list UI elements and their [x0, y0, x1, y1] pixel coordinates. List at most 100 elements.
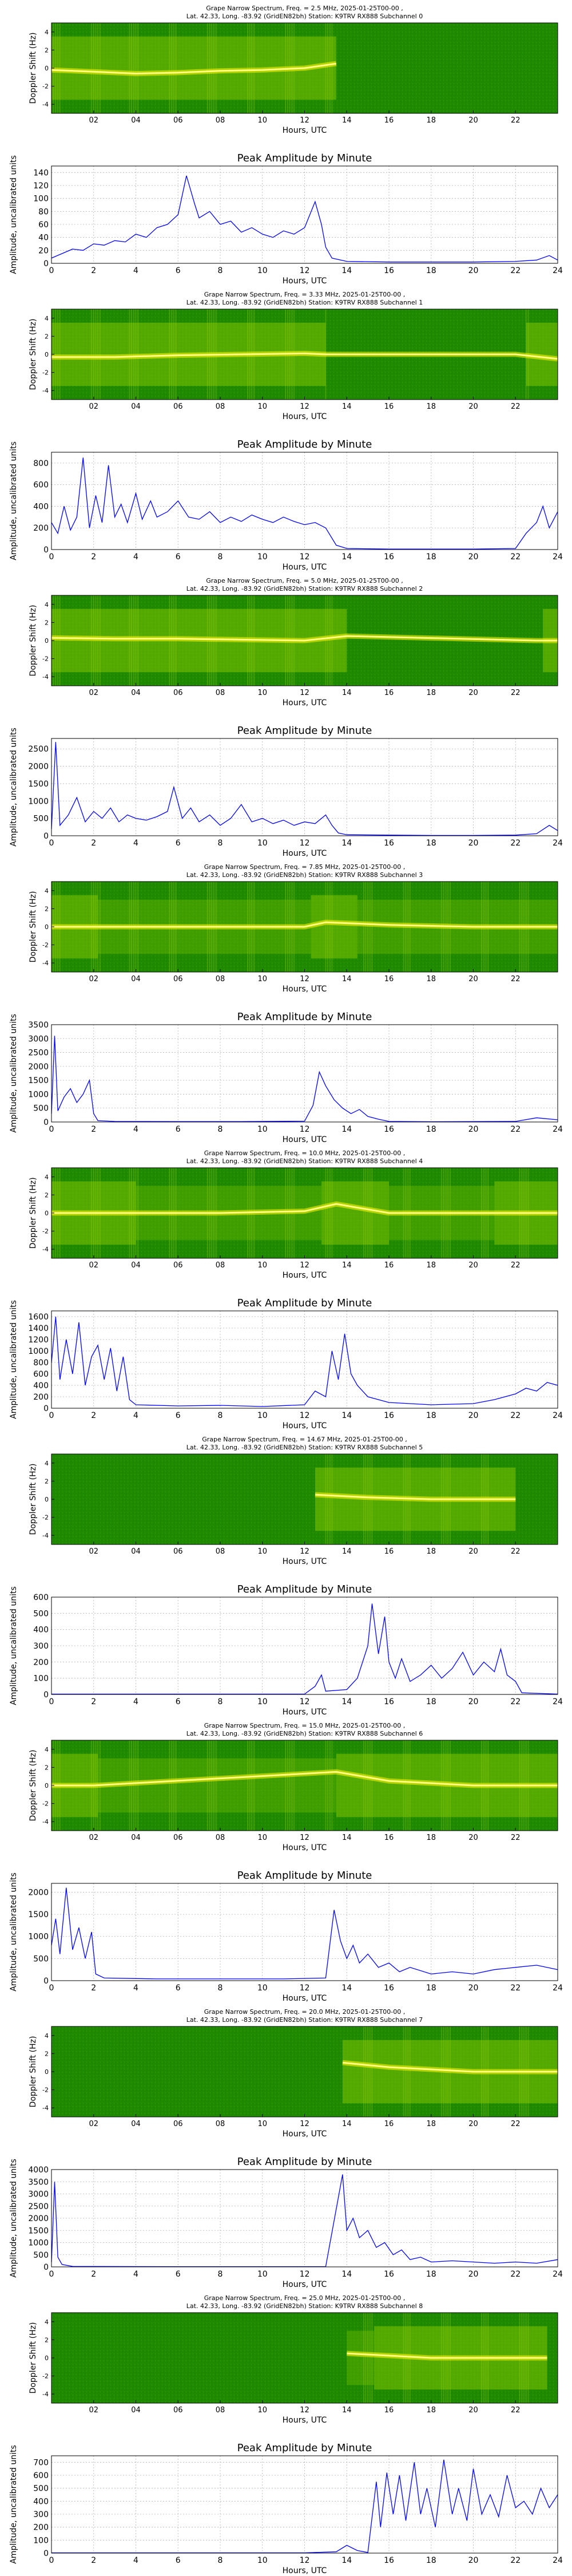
x-tick-label: 6 [176, 2556, 181, 2565]
x-axis-label: Hours, UTC [283, 1271, 327, 1280]
x-tick-label: 4 [133, 1697, 138, 1706]
x-tick-label: 20 [468, 1261, 478, 1270]
y-tick-label: 2 [45, 2050, 49, 2057]
plot-frame [51, 1597, 558, 1695]
y-tick-label: 100 [33, 1674, 49, 1684]
y-tick-label: 4 [45, 2032, 49, 2040]
amplitude-title: Peak Amplitude by Minute [237, 1583, 372, 1595]
y-tick-label: 700 [33, 2458, 49, 2467]
spectrogram-title-line2: Lat. 42.33, Long. -83.92 (GridEN82bh) St… [186, 585, 423, 592]
x-axis-label: Hours, UTC [283, 126, 327, 135]
x-tick-label: 06 [173, 2406, 183, 2415]
y-axis-label: Amplitude, uncalibrated units [9, 155, 18, 274]
x-tick-label: 20 [468, 2120, 478, 2128]
x-tick-label: 24 [553, 1697, 563, 1706]
plot-frame [51, 2455, 558, 2554]
x-tick-label: 24 [553, 266, 563, 275]
x-tick-label: 20 [468, 1411, 479, 1420]
y-tick-label: 2 [45, 2336, 49, 2344]
y-tick-label: 300 [33, 1642, 49, 1651]
y-tick-label: 0 [43, 832, 49, 841]
y-tick-label: 300 [33, 2510, 49, 2519]
y-axis-label: Doppler Shift (Hz) [29, 2036, 38, 2108]
y-axis-label: Amplitude, uncalibrated units [9, 728, 18, 847]
spectrogram-title-line1: Grape Narrow Spectrum, Freq. = 5.0 MHz, … [206, 577, 403, 584]
y-tick-label: 1000 [28, 1347, 49, 1356]
y-tick-label: 100 [33, 195, 49, 204]
x-tick-label: 12 [300, 975, 309, 983]
spectrogram-title-line2: Lat. 42.33, Long. -83.92 (GridEN82bh) St… [186, 2016, 423, 2024]
x-tick-label: 22 [511, 116, 521, 125]
y-tick-label: -4 [42, 2104, 49, 2112]
amplitude-series-line [51, 2174, 558, 2267]
y-axis-label: Amplitude, uncalibrated units [9, 1586, 18, 1705]
x-tick-label: 18 [426, 1834, 436, 1842]
y-tick-label: 0 [45, 1496, 49, 1503]
x-tick-label: 22 [510, 1697, 521, 1706]
x-tick-label: 12 [300, 1125, 310, 1134]
x-tick-label: 18 [426, 402, 436, 411]
x-tick-label: 02 [89, 1834, 98, 1842]
x-tick-label: 04 [131, 975, 141, 983]
x-tick-label: 8 [218, 552, 223, 562]
x-tick-label: 04 [131, 402, 141, 411]
x-tick-label: 16 [384, 1547, 394, 1556]
x-tick-label: 18 [426, 2270, 436, 2279]
spectrogram-title-line2: Lat. 42.33, Long. -83.92 (GridEN82bh) St… [186, 2302, 423, 2310]
x-tick-label: 16 [384, 2270, 394, 2279]
x-tick-label: 02 [89, 116, 98, 125]
x-tick-label: 6 [176, 1125, 181, 1134]
x-tick-label: 22 [511, 975, 521, 983]
x-tick-label: 2 [91, 1697, 96, 1706]
spectrogram-panel: Grape Narrow Spectrum, Freq. = 5.0 MHz, … [29, 577, 558, 708]
y-tick-label: 0 [43, 259, 49, 268]
x-tick-label: 6 [176, 839, 181, 848]
x-tick-label: 22 [510, 552, 521, 562]
doppler-trace [51, 62, 337, 75]
y-tick-label: 400 [33, 2497, 49, 2506]
x-tick-label: 10 [257, 1984, 268, 1993]
x-tick-label: 4 [133, 1125, 138, 1134]
y-tick-label: 0 [45, 923, 49, 931]
x-tick-label: 14 [342, 402, 352, 411]
x-tick-label: 08 [216, 2120, 225, 2128]
x-tick-label: 16 [384, 1834, 394, 1842]
y-tick-label: 200 [33, 524, 49, 533]
plot-frame [51, 165, 558, 264]
x-tick-label: 10 [257, 1411, 268, 1420]
y-tick-label: 1500 [28, 1910, 49, 1919]
y-tick-label: 2 [45, 46, 49, 54]
spectrogram-title-line2: Lat. 42.33, Long. -83.92 (GridEN82bh) St… [186, 1444, 423, 1451]
x-tick-label: 10 [257, 839, 268, 848]
x-tick-label: 14 [342, 1547, 352, 1556]
x-tick-label: 06 [173, 402, 183, 411]
spectrogram-panel: Grape Narrow Spectrum, Freq. = 3.33 MHz,… [29, 291, 558, 421]
x-tick-label: 22 [511, 1261, 521, 1270]
y-tick-label: 1600 [28, 1313, 49, 1322]
x-tick-label: 04 [131, 1834, 141, 1842]
x-tick-label: 18 [426, 116, 436, 125]
x-tick-label: 8 [218, 1697, 223, 1706]
y-tick-label: 4000 [28, 2166, 49, 2175]
amplitude-title: Peak Amplitude by Minute [237, 2156, 372, 2168]
x-tick-label: 22 [511, 2120, 521, 2128]
y-tick-label: 1500 [28, 1076, 49, 1085]
x-tick-label: 04 [131, 116, 141, 125]
y-tick-label: 40 [38, 234, 49, 243]
spectrogram-title-line1: Grape Narrow Spectrum, Freq. = 7.85 MHz,… [204, 863, 406, 871]
x-tick-label: 02 [89, 2120, 98, 2128]
y-tick-label: 2 [45, 905, 49, 912]
y-tick-label: 2000 [28, 1062, 49, 1072]
x-tick-label: 20 [468, 1125, 479, 1134]
x-tick-label: 20 [468, 975, 478, 983]
y-tick-label: 4 [45, 887, 49, 895]
x-tick-label: 0 [49, 1411, 54, 1420]
x-tick-label: 14 [342, 2406, 352, 2415]
x-tick-label: 12 [300, 1834, 309, 1842]
amplitude-series-line [51, 2459, 558, 2554]
x-tick-label: 02 [89, 1261, 98, 1270]
y-tick-label: -4 [42, 1532, 49, 1539]
spectrogram-title-line1: Grape Narrow Spectrum, Freq. = 14.67 MHz… [202, 1436, 407, 1443]
x-tick-label: 18 [426, 1697, 436, 1706]
